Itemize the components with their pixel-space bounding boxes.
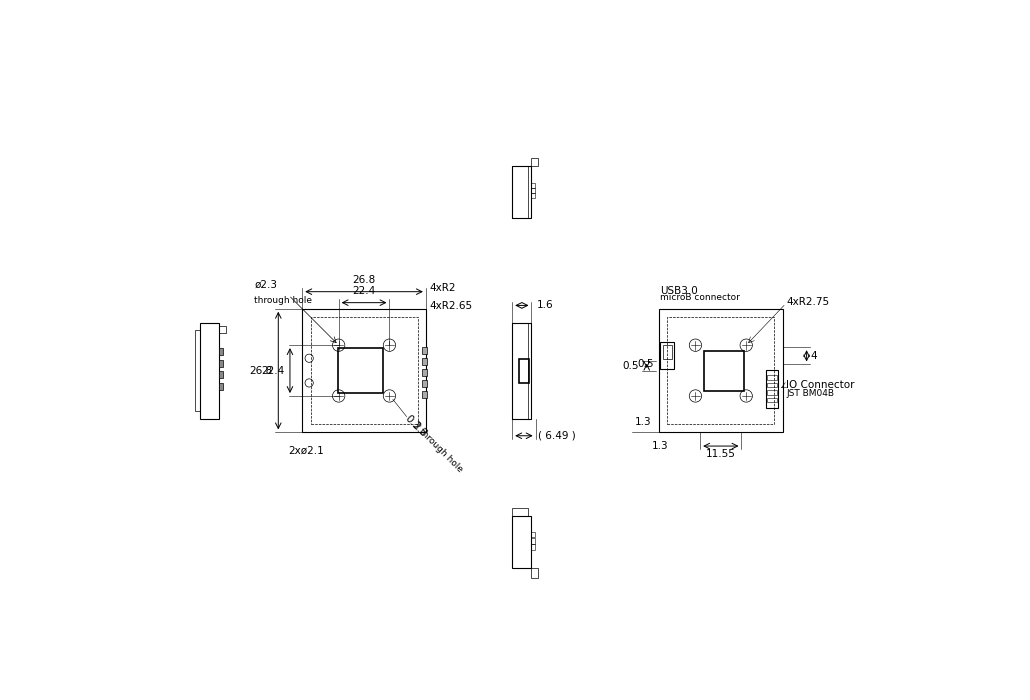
Bar	[531, 532, 535, 538]
Bar	[421, 369, 427, 376]
Bar	[667, 317, 775, 424]
Text: 26.8: 26.8	[352, 275, 376, 285]
Text: through hole: through hole	[254, 297, 312, 305]
Text: 0.5: 0.5	[638, 359, 654, 370]
Bar	[531, 568, 539, 578]
Text: through hole: through hole	[417, 427, 465, 474]
Text: 11.55: 11.55	[706, 449, 735, 459]
Bar	[219, 349, 224, 355]
Bar	[421, 347, 427, 354]
Bar	[195, 330, 200, 412]
Bar	[767, 390, 777, 395]
Bar	[531, 158, 539, 167]
Text: 22.4: 22.4	[262, 365, 284, 376]
Text: 1.3: 1.3	[652, 440, 668, 451]
Bar	[421, 358, 427, 365]
Bar	[531, 545, 535, 550]
Bar	[512, 323, 528, 419]
Bar	[310, 317, 417, 424]
Bar	[303, 309, 425, 433]
Text: 4xR2.65: 4xR2.65	[430, 301, 473, 311]
Text: 4xR2.75: 4xR2.75	[786, 297, 829, 307]
Text: ( 6.49 ): ( 6.49 )	[538, 430, 576, 441]
Bar	[531, 193, 535, 198]
Text: 4xR2: 4xR2	[430, 284, 455, 293]
Bar	[512, 508, 528, 517]
Text: 4: 4	[810, 351, 817, 361]
Bar	[512, 323, 531, 419]
Text: 1.3: 1.3	[636, 416, 652, 427]
Bar	[219, 372, 224, 378]
Bar	[659, 309, 783, 433]
Bar	[519, 358, 528, 383]
Text: IO Connector: IO Connector	[786, 380, 855, 391]
Text: 22.4: 22.4	[352, 286, 376, 296]
Bar	[662, 346, 673, 359]
Bar	[512, 167, 531, 218]
Bar	[660, 342, 675, 370]
Bar	[219, 383, 224, 390]
Bar	[219, 360, 224, 367]
Bar	[512, 517, 531, 568]
Bar	[766, 370, 779, 408]
Bar	[767, 398, 777, 402]
Text: 0.5: 0.5	[622, 360, 639, 370]
Text: 0.3: 0.3	[403, 413, 422, 432]
Bar	[219, 326, 227, 332]
Bar	[512, 167, 528, 218]
Bar	[767, 375, 777, 380]
Bar	[767, 383, 777, 387]
Text: 1.6: 1.6	[537, 300, 553, 310]
Text: USB3.0: USB3.0	[660, 286, 698, 297]
Text: JST BM04B: JST BM04B	[786, 389, 834, 398]
Text: microB connector: microB connector	[660, 293, 741, 302]
Text: ø2.3: ø2.3	[254, 279, 277, 290]
Bar	[531, 183, 535, 188]
Bar	[531, 188, 535, 193]
Text: 2.3: 2.3	[410, 420, 428, 439]
Bar	[531, 538, 535, 544]
Bar	[421, 391, 427, 398]
Bar	[705, 351, 745, 391]
Bar	[200, 323, 219, 419]
Bar	[421, 380, 427, 387]
Bar	[338, 349, 383, 393]
Text: 26.8: 26.8	[249, 365, 273, 376]
Text: 2xø2.1: 2xø2.1	[288, 446, 324, 456]
